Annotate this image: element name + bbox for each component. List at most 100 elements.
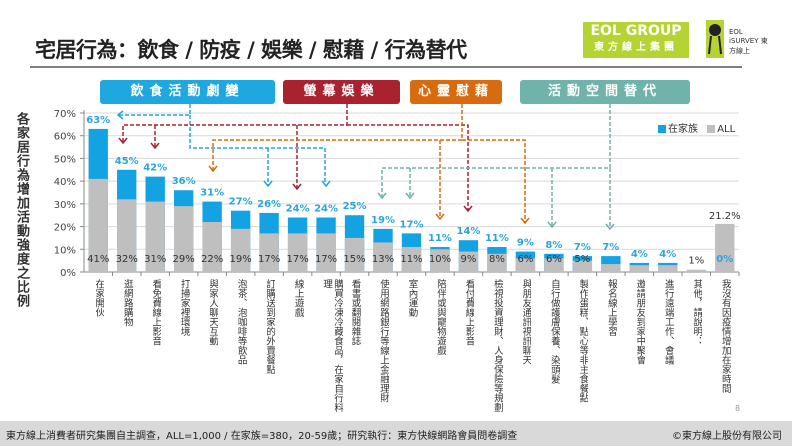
x-tick-label: 報名線上學習	[605, 279, 617, 336]
bar-all	[458, 251, 479, 272]
arrow-head-icon	[263, 180, 273, 188]
data-label-all: 17%	[315, 254, 337, 265]
x-tick-label: 線上遊戲	[292, 279, 304, 317]
bar-all	[715, 223, 735, 272]
data-label-all: 31%	[144, 254, 166, 265]
bar-all	[544, 258, 564, 272]
data-label-home: 19%	[371, 215, 395, 226]
eol-group-logo: EOL GROUP 東方線上集團	[583, 22, 689, 58]
data-label-home: 25%	[343, 201, 367, 212]
connector-line	[462, 139, 526, 222]
x-tick-label: 其他，請說明：	[691, 279, 703, 346]
x-tick-label: 打掃家裡環境	[178, 279, 190, 336]
arrow-head-icon	[435, 213, 445, 221]
banner-spiritual-comfort: 心靈慰藉	[410, 80, 502, 104]
bar-all	[145, 201, 165, 272]
data-label-home: 7%	[602, 242, 619, 253]
y-tick-label: 70%	[54, 109, 76, 120]
bar-all	[686, 269, 706, 272]
data-label-all: 8%	[489, 254, 505, 265]
data-label-home: 8%	[545, 240, 562, 251]
x-tick-label: 逛網路購物	[121, 279, 133, 327]
bar-all	[515, 258, 536, 272]
arrow-head-icon	[377, 192, 387, 200]
legend: 在家族 ALL	[652, 120, 735, 135]
x-tick-label: 看付費線上影音	[463, 279, 475, 346]
bar-all	[88, 178, 108, 272]
data-label-home: 36%	[172, 176, 196, 187]
y-tick-label: 60%	[54, 132, 76, 143]
x-tick-label: 檢視投資理財、人身保險等規劃	[491, 279, 503, 412]
banner-screen-entertainment: 螢幕娛樂	[283, 80, 400, 104]
bar-all	[344, 237, 365, 272]
x-tick-label: 製作蛋糕、點心等非主食餐點	[577, 279, 589, 403]
x-tick-label: 進行遠端工作、會議	[662, 279, 674, 365]
x-tick-label: 與家人聊天互動	[207, 279, 219, 346]
bar-all	[629, 265, 650, 272]
data-label-home: 63%	[86, 115, 110, 126]
x-tick-label: 泡茶、泡咖啡等飲品	[235, 279, 247, 365]
page-number: 8	[735, 404, 741, 413]
connector-line	[118, 104, 191, 116]
bar-all	[601, 264, 621, 272]
x-tick-label: 我沒有因疫情增加在家時間	[719, 279, 731, 393]
footer: 東方線上消費者研究集團自主調查，ALL=1,000 / 在家族=380，20-5…	[0, 421, 792, 446]
bar-all	[202, 222, 222, 272]
legend-label-all: ALL	[717, 124, 736, 135]
y-tick-label: 50%	[54, 154, 76, 165]
data-label-home: 31%	[200, 188, 224, 199]
bar-all	[401, 247, 422, 272]
legend-swatch-home	[658, 125, 666, 133]
data-label-home: 11%	[428, 233, 452, 244]
copyright: ©東方線上股份有限公司	[672, 431, 782, 442]
banner-space-substitution: 活動空間替代	[520, 80, 690, 104]
logo-subtext: 東方線上集團	[594, 42, 678, 53]
bar-all	[117, 199, 137, 272]
arrow-head-icon	[116, 110, 124, 120]
y-tick-label: 20%	[54, 223, 76, 234]
bar-all	[230, 228, 251, 272]
data-label-all: 6%	[546, 254, 562, 265]
bar-all	[572, 260, 593, 272]
data-label-home: 9%	[517, 238, 534, 249]
logo-text: EOL iSURVEY 東方線上	[729, 28, 768, 55]
arrow-head-icon	[605, 223, 615, 231]
data-label-home: 17%	[400, 219, 424, 230]
data-label-all: 17%	[286, 254, 308, 265]
arrow-head-icon	[520, 217, 530, 225]
x-tick-label: 在家開伙	[93, 279, 105, 317]
data-label-home: 4%	[659, 249, 676, 260]
y-tick-label: 0%	[60, 268, 76, 279]
x-tick-label: 室內運動	[406, 279, 418, 317]
connector-line	[381, 104, 611, 197]
bar-all	[658, 265, 678, 272]
bar-all	[287, 233, 308, 272]
arrow-head-icon	[150, 142, 160, 150]
bar-all	[316, 233, 336, 272]
data-label-all: 41%	[87, 254, 109, 265]
data-label-all: 17%	[258, 254, 280, 265]
arrow-head-icon	[463, 205, 473, 213]
connector-line	[212, 104, 463, 170]
data-label-home: 24%	[314, 203, 338, 214]
legend-swatch-all	[707, 125, 716, 133]
data-label-home: 11%	[485, 233, 509, 244]
arrow-head-icon	[292, 183, 302, 191]
data-label-home: 7%	[574, 242, 591, 253]
bar-all	[259, 233, 279, 272]
source-note: 東方線上消費者研究集團自主調查，ALL=1,000 / 在家族=380，20-5…	[6, 431, 518, 442]
data-label-all: 29%	[173, 254, 195, 265]
logo-text: EOL GROUP	[590, 23, 682, 39]
x-tick-label: 使用網路銀行等線上金融理財	[378, 279, 390, 403]
x-tick-label: 邀請朋友到家中聚會	[634, 279, 646, 365]
y-axis-label: 各家居行為增加活動強度之比例	[14, 112, 29, 308]
eol-isurvey-logo: EOL iSURVEY 東方線上	[704, 20, 774, 60]
page-title: 宅居行為：飲食 / 防疫 / 娛樂 / 慰藉 / 行為替代	[35, 38, 467, 62]
title-divider	[30, 66, 742, 68]
bar-all	[173, 206, 194, 272]
connector-line	[189, 115, 326, 185]
arrow-head-icon	[321, 180, 331, 188]
banner-diet: 飲食活動劇變	[100, 80, 275, 104]
data-label-all: 21.2%	[709, 211, 741, 222]
